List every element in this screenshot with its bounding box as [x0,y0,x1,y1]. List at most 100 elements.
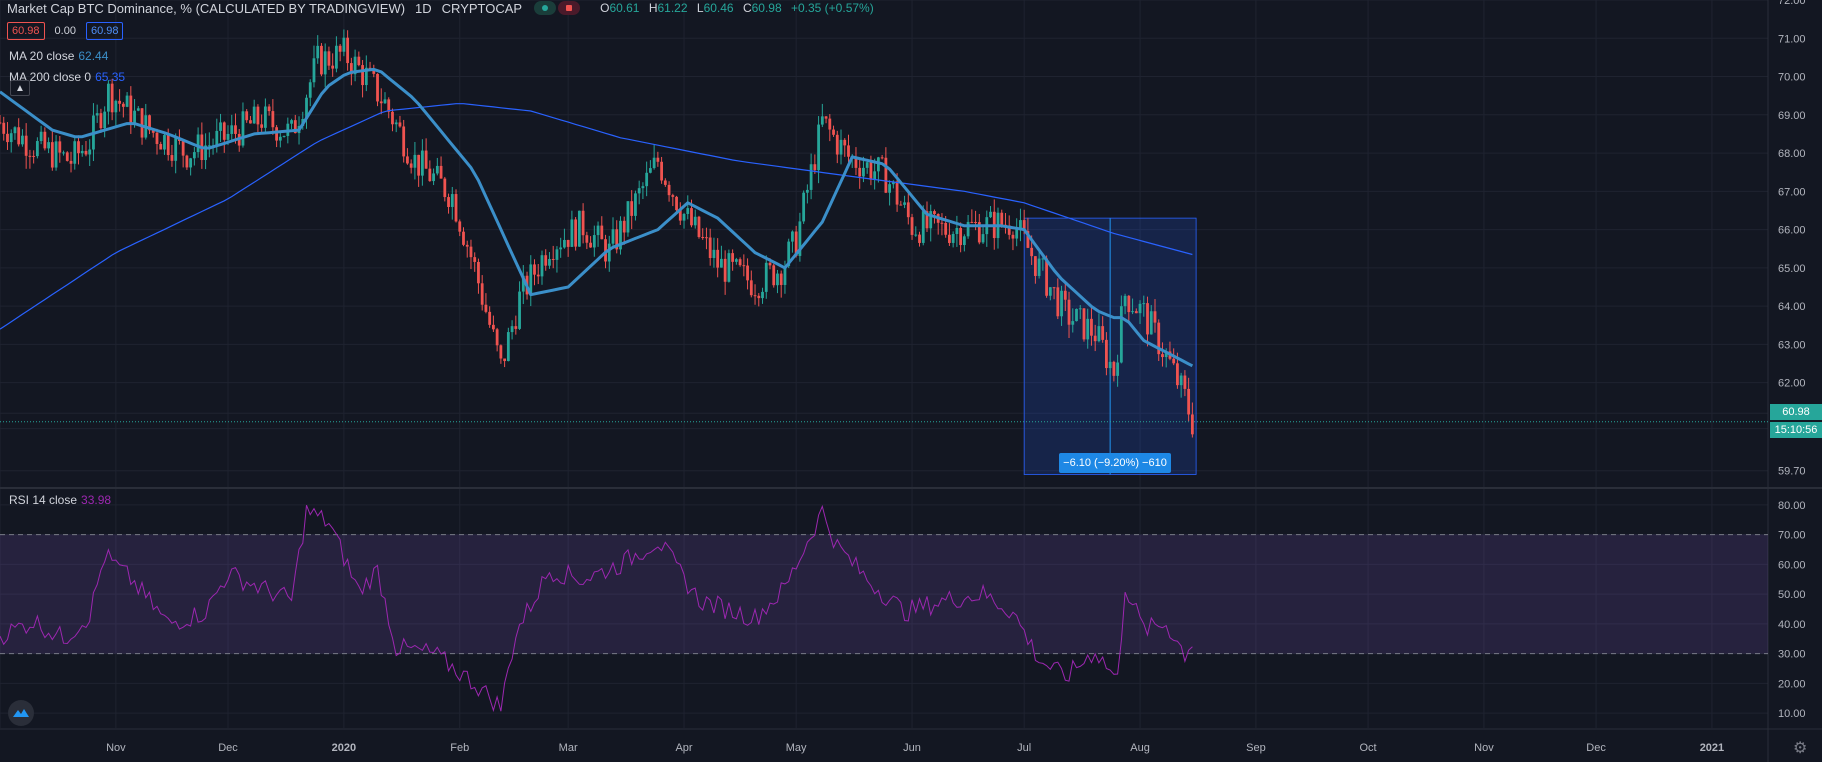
candle-body [267,106,271,112]
candle-body [951,234,955,243]
candle-body [955,227,959,235]
candle-body [159,143,163,150]
candle-body [305,97,308,119]
candle-body [84,150,88,155]
candle-body [125,95,129,107]
candle-body [95,113,99,116]
candle-body [342,37,346,52]
candle-body [458,221,462,232]
symbol-title[interactable]: Market Cap BTC Dominance, % (CALCULATED … [7,0,406,16]
candle-body [577,210,581,247]
candle-body [626,201,630,233]
candle-body [110,83,114,113]
candle-body [480,283,484,305]
candle-body [697,216,701,237]
candle-body [869,162,873,180]
candle-body [24,135,28,156]
candle-body [353,56,357,75]
rsi-tick-label: 30.00 [1778,649,1806,661]
ma200-line [0,103,1193,330]
candle-body [28,155,32,157]
candle-body [667,184,671,196]
candle-body [563,239,566,248]
candle-body [604,239,607,262]
candle-body [17,127,21,145]
candle-body [1142,303,1146,305]
candle-body [506,332,510,362]
candle-body [843,139,847,146]
sell-price-button[interactable]: 60.98 [7,22,45,40]
candle-body [555,249,559,260]
candle-body [802,192,806,222]
candle-body [398,122,402,127]
candle-body [521,275,525,292]
timeframe-label[interactable]: 1D [415,0,432,16]
time-tick-label: Feb [450,742,469,754]
time-tick-label: Jul [1017,742,1031,754]
ma20-label: MA 20 close [9,49,75,63]
time-tick-label: 2021 [1700,742,1724,754]
candle-body [847,145,850,157]
candle-body [54,141,58,168]
candle-body [196,134,200,153]
candle-body [1123,295,1127,307]
candle-body [1033,256,1037,276]
candle-body [518,291,521,329]
rsi-tick-label: 60.00 [1778,559,1806,571]
candle-body [114,100,118,113]
candle-body [166,135,170,156]
candle-body [749,280,753,296]
candle-body [293,120,297,134]
candle-body [249,120,252,124]
candle-body [136,108,140,111]
candle-body [103,111,107,129]
market-status-indicators [534,1,582,15]
candle-body [682,213,686,221]
time-tick-label: Dec [1586,742,1606,754]
candle-body [174,137,178,161]
candle-body [675,196,678,211]
candle-body [275,127,279,141]
candle-body [705,237,708,239]
candle-body [106,83,110,112]
candle-body [6,133,9,143]
candle-body [346,37,350,64]
rsi-value: 33.98 [81,493,112,507]
candle-body [316,45,320,59]
candle-body [35,141,39,157]
candle-body [391,111,394,125]
candle-body [278,136,282,141]
candle-body [753,295,757,297]
candle-body [1082,308,1086,340]
rsi-tick-label: 70.00 [1778,530,1806,542]
candle-body [9,133,13,143]
time-tick-label: Jun [903,742,921,754]
tradingview-logo-icon[interactable] [8,700,34,726]
price-tick-label: 70.00 [1778,72,1806,84]
measure-tool-label[interactable]: −6.10 (−9.20%) −610 [1059,453,1171,473]
ma200-value: 65.35 [95,70,126,84]
change-value: +0.35 (+0.57%) [790,1,874,15]
candle-body [835,134,839,155]
gear-icon[interactable]: ⚙ [1793,740,1808,757]
candle-body [559,247,563,250]
collapse-legend-button[interactable]: ▲ [10,80,30,96]
rsi-legend[interactable]: RSI 14 close 33.98 [9,493,111,507]
candle-body [914,234,918,236]
candle-body [970,221,974,223]
buy-price-button[interactable]: 60.98 [85,22,124,40]
candle-body [376,73,379,102]
candle-body [828,118,832,130]
data-status-icon [558,1,581,15]
candle-body [596,225,600,236]
time-tick-label: Oct [1359,742,1376,754]
candle-body [450,194,454,207]
rsi-tick-label: 20.00 [1778,678,1806,690]
candle-body [383,99,387,104]
candle-body [865,162,869,168]
candle-body [1067,299,1071,325]
candle-body [488,311,492,325]
ma20-legend[interactable]: MA 20 close 62.44 [9,49,108,63]
candle-body [615,229,619,250]
